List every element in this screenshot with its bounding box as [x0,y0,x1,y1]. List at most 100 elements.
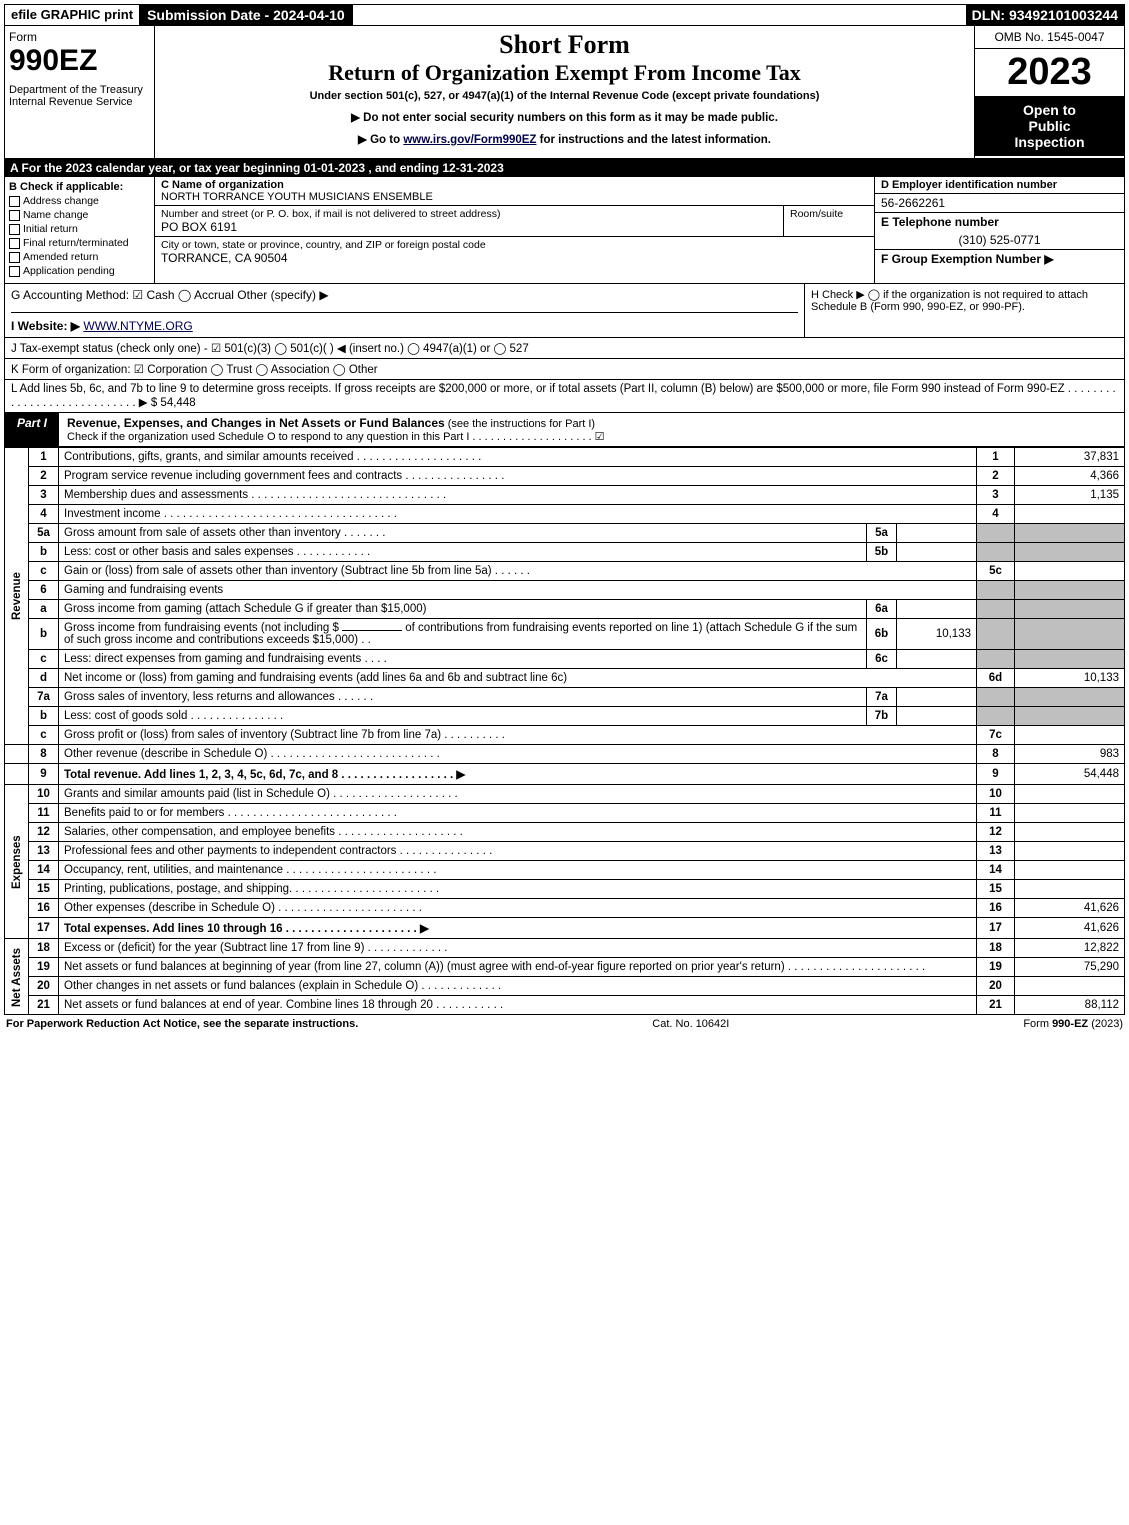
footer: For Paperwork Reduction Act Notice, see … [4,1015,1125,1033]
ln-16-num: 16 [977,899,1015,918]
ln-6a-sub: 6a [867,600,897,619]
ln-5a-shade [977,524,1015,543]
chk-initial-return[interactable]: Initial return [9,223,150,235]
ln-20-num: 20 [977,977,1015,996]
ln-6b-shade [977,619,1015,650]
ln-7c-txt: Gross profit or (loss) from sales of inv… [59,726,977,745]
ln-6d-num: 6d [977,669,1015,688]
ln-6a-amtshade [1015,600,1125,619]
part-i-title-text: Revenue, Expenses, and Changes in Net As… [67,416,445,430]
return-title: Return of Organization Exempt From Incom… [159,60,970,86]
chk-address-change[interactable]: Address change [9,195,150,207]
row-l: L Add lines 5b, 6c, and 7b to line 9 to … [4,380,1125,413]
group-exemption: F Group Exemption Number ▶ [875,249,1124,268]
ln-15-num: 15 [977,880,1015,899]
ln-6d-txt: Net income or (loss) from gaming and fun… [59,669,977,688]
ein-label: D Employer identification number [875,177,1124,194]
row-gh: G Accounting Method: ☑ Cash ◯ Accrual Ot… [4,284,1125,338]
under-section: Under section 501(c), 527, or 4947(a)(1)… [159,90,970,102]
ln-5a-txt: Gross amount from sale of assets other t… [59,524,867,543]
website-line: I Website: ▶ WWW.NTYME.ORG [11,319,798,333]
ln-13-txt: Professional fees and other payments to … [59,842,977,861]
chk-amended-return[interactable]: Amended return [9,251,150,263]
ln-20-txt: Other changes in net assets or fund bala… [59,977,977,996]
box-c: C Name of organization NORTH TORRANCE YO… [155,177,874,283]
header-right: OMB No. 1545-0047 2023 Open to Public In… [974,26,1124,158]
part-i-check: Check if the organization used Schedule … [67,430,1116,443]
netassets-side-label: Net Assets [5,939,29,1015]
ln-6a-shade [977,600,1015,619]
chk-name-change[interactable]: Name change [9,209,150,221]
ln-10-num: 10 [977,785,1015,804]
chk-application-pending[interactable]: Application pending [9,265,150,277]
form-number: 990EZ [9,44,150,78]
ln-14: 14 [29,861,59,880]
ln-3-amt: 1,135 [1015,486,1125,505]
ln-18: 18 [29,939,59,958]
ln-1-amt: 37,831 [1015,448,1125,467]
ln-14-txt: Occupancy, rent, utilities, and maintena… [59,861,977,880]
ln-6c-sub: 6c [867,650,897,669]
ln-8-num: 8 [977,745,1015,764]
ln-6-shade [977,581,1015,600]
ln-17: 17 [29,918,59,939]
row-j: J Tax-exempt status (check only one) - ☑… [4,338,1125,359]
ln-6a-subamt [897,600,977,619]
city-value: TORRANCE, CA 90504 [161,251,868,265]
ln-6b-sub: 6b [867,619,897,650]
org-name-block: C Name of organization NORTH TORRANCE YO… [155,177,874,206]
ln-5a-sub: 5a [867,524,897,543]
ln-9: 9 [29,764,59,785]
ln-5a: 5a [29,524,59,543]
ln-3-num: 3 [977,486,1015,505]
ln-19-amt: 75,290 [1015,958,1125,977]
ln-7b-subamt [897,707,977,726]
short-form-title: Short Form [159,30,970,60]
ln-12: 12 [29,823,59,842]
ln-1-txt: Contributions, gifts, grants, and simila… [59,448,977,467]
website-link[interactable]: WWW.NTYME.ORG [83,319,192,333]
ln-9-num: 9 [977,764,1015,785]
ln-7a-amtshade [1015,688,1125,707]
ln-20-amt [1015,977,1125,996]
row-k: K Form of organization: ☑ Corporation ◯ … [4,359,1125,380]
ln-21-amt: 88,112 [1015,996,1125,1015]
city-label: City or town, state or province, country… [161,239,868,251]
ln-14-num: 14 [977,861,1015,880]
ln-15: 15 [29,880,59,899]
open-line3: Inspection [977,134,1122,150]
ln-12-txt: Salaries, other compensation, and employ… [59,823,977,842]
ln-15-amt [1015,880,1125,899]
ln-21-num: 21 [977,996,1015,1015]
ln-1-num: 1 [977,448,1015,467]
ln-10-txt: Grants and similar amounts paid (list in… [59,785,977,804]
footer-left: For Paperwork Reduction Act Notice, see … [6,1018,358,1030]
ln-13-num: 13 [977,842,1015,861]
ln-17-amt: 41,626 [1015,918,1125,939]
ln-13: 13 [29,842,59,861]
ln-19: 19 [29,958,59,977]
ln-6c-amtshade [1015,650,1125,669]
website-label: I Website: ▶ [11,319,80,333]
ln-7c: c [29,726,59,745]
chk-final-return[interactable]: Final return/terminated [9,237,150,249]
irs-link[interactable]: www.irs.gov/Form990EZ [403,134,536,146]
org-name-label: C Name of organization [161,179,868,191]
ln-18-num: 18 [977,939,1015,958]
tax-year: 2023 [975,49,1124,96]
ln-8: 8 [29,745,59,764]
box-b: B Check if applicable: Address change Na… [5,177,155,283]
ln-7b-txt: Less: cost of goods sold . . . . . . . .… [59,707,867,726]
room-label: Room/suite [790,208,868,220]
part-i-sub: (see the instructions for Part I) [445,418,595,430]
ln-19-num: 19 [977,958,1015,977]
dln-label: DLN: 93492101003244 [966,5,1124,25]
ln-4-num: 4 [977,505,1015,524]
open-line2: Public [977,118,1122,134]
header-center: Short Form Return of Organization Exempt… [155,26,974,158]
ln-7a-subamt [897,688,977,707]
addr-label: Number and street (or P. O. box, if mail… [161,208,777,220]
top-bar: efile GRAPHIC print Submission Date - 20… [4,4,1125,26]
ln-15-txt: Printing, publications, postage, and shi… [59,880,977,899]
part-i-table: Revenue 1 Contributions, gifts, grants, … [4,447,1125,1015]
